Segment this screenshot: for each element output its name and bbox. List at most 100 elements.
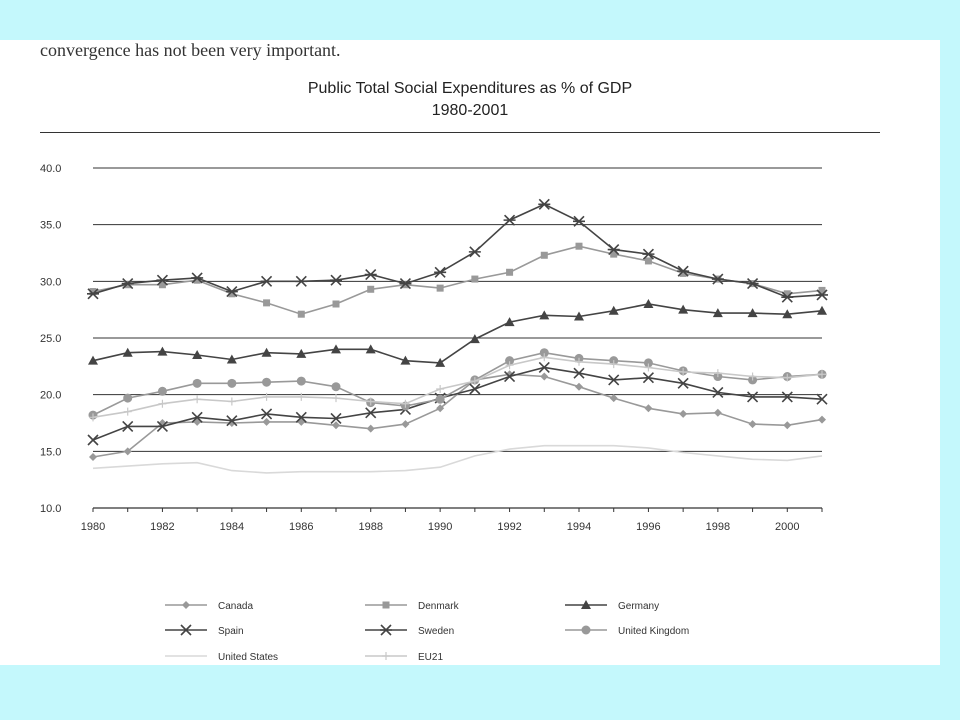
data-point: [364, 268, 377, 281]
x-tick-label: 1996: [636, 521, 660, 533]
data-point: [296, 348, 307, 358]
data-point: [504, 370, 516, 383]
data-point: [540, 251, 548, 259]
data-point: [610, 250, 618, 258]
data-point: [435, 394, 445, 404]
y-tick-label: 15.0: [40, 446, 61, 458]
data-point: [712, 386, 724, 398]
data-point: [226, 415, 238, 427]
data-point: [124, 281, 132, 289]
data-point: [469, 334, 480, 344]
data-point: [228, 290, 236, 298]
legend-label: Spain: [218, 626, 244, 637]
data-point: [331, 382, 341, 392]
data-point: [366, 424, 375, 433]
data-point: [330, 274, 342, 286]
data-point: [89, 288, 97, 296]
x-tick-label: 1984: [220, 521, 244, 533]
series-eu21: [89, 353, 826, 422]
legend-item: Denmark: [365, 601, 460, 612]
legend-label: Sweden: [418, 626, 454, 637]
data-point: [263, 299, 271, 307]
data-point: [679, 368, 688, 376]
data-point: [573, 215, 585, 227]
legend-item: Canada: [165, 601, 253, 612]
data-point: [818, 415, 826, 424]
x-tick-label: 2000: [775, 521, 799, 533]
data-point: [581, 625, 591, 635]
data-point: [782, 309, 793, 319]
legend-item: Germany: [565, 600, 659, 612]
series-line: [92, 203, 823, 299]
data-point: [608, 374, 620, 386]
y-tick-label: 40.0: [40, 163, 61, 175]
data-point: [436, 385, 445, 393]
series-line: [92, 366, 823, 441]
data-point: [89, 413, 97, 422]
y-tick-label: 35.0: [40, 220, 61, 232]
data-point: [158, 281, 166, 289]
data-point: [677, 377, 689, 389]
data-point: [192, 350, 203, 359]
data-point: [539, 348, 549, 358]
x-tick-label: 1982: [150, 521, 174, 533]
y-tick-label: 25.0: [40, 333, 61, 345]
data-point: [225, 285, 238, 298]
data-point: [156, 420, 168, 432]
data-point: [609, 360, 618, 369]
legend-label: EU21: [418, 652, 443, 663]
data-point: [330, 412, 342, 425]
data-point: [227, 378, 237, 388]
data-point: [262, 377, 272, 387]
data-point: [401, 399, 410, 408]
data-point: [748, 372, 757, 381]
data-point: [540, 353, 549, 362]
data-point: [367, 285, 375, 293]
data-point: [435, 357, 446, 367]
series-line: [92, 303, 823, 364]
series-denmark: [89, 242, 826, 318]
data-point: [121, 278, 134, 290]
data-point: [192, 378, 202, 388]
legend-item: United States: [165, 652, 278, 663]
data-point: [468, 246, 481, 258]
data-point: [783, 421, 792, 430]
legend-label: Denmark: [418, 601, 460, 612]
data-point: [575, 242, 583, 250]
data-point: [642, 372, 654, 384]
data-point: [644, 257, 652, 265]
data-point: [332, 394, 340, 403]
data-point: [818, 370, 826, 379]
data-point: [89, 453, 97, 461]
x-tick-label: 1980: [81, 521, 105, 533]
data-point: [332, 300, 340, 308]
data-point: [401, 420, 410, 429]
data-point: [712, 308, 723, 318]
data-point: [816, 289, 828, 301]
data-point: [382, 652, 390, 660]
data-point: [296, 376, 306, 386]
data-point: [538, 361, 550, 374]
data-point: [193, 395, 202, 404]
data-point: [401, 281, 409, 289]
data-point: [331, 344, 341, 354]
x-tick-label: 1994: [567, 521, 591, 533]
slide-caption: convergence has not been very important.: [40, 40, 341, 60]
data-point: [380, 624, 392, 636]
data-point: [434, 266, 447, 278]
data-point: [505, 361, 514, 370]
data-point: [575, 357, 583, 366]
data-point: [678, 304, 689, 314]
legend-label: United Kingdom: [618, 626, 689, 637]
data-point: [781, 391, 793, 403]
data-point: [123, 393, 133, 403]
data-point: [471, 275, 479, 283]
series-germany: [88, 299, 827, 367]
data-point: [365, 407, 377, 419]
data-point: [713, 408, 722, 417]
data-point: [87, 288, 99, 300]
data-point: [781, 291, 794, 303]
data-point: [713, 369, 722, 378]
data-point: [182, 601, 190, 609]
chart-title-line2: 1980-2001: [431, 102, 509, 119]
